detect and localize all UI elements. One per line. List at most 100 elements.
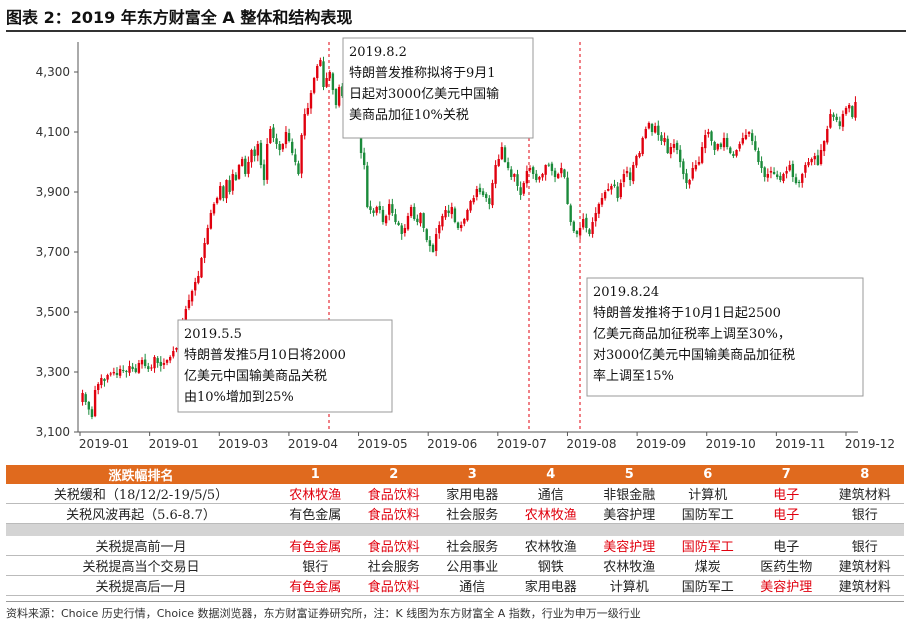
candle-body <box>582 219 585 228</box>
candle-body <box>732 153 735 156</box>
rank-cell: 国防军工 <box>668 503 747 524</box>
candle-body <box>240 159 244 166</box>
candle-body <box>653 126 657 133</box>
industry-rank-table: 涨跌幅排名 1 2 3 4 5 6 7 8 关税缓和（18/12/2-19/5/5） 农林牧渔 食品饮… <box>6 465 904 596</box>
rank-cell: 8 <box>825 465 904 484</box>
candle-body <box>791 163 795 177</box>
candle-body <box>641 138 644 155</box>
x-tick-label: 2019-09 <box>636 437 686 451</box>
rank-cell: 农林牧渔 <box>511 503 590 524</box>
candle-body <box>219 186 222 200</box>
candle-body <box>203 243 206 258</box>
candle-body <box>804 165 807 173</box>
candle-body <box>194 282 197 291</box>
candle-body <box>813 156 816 160</box>
x-tick-label: 2019-01 <box>149 437 199 451</box>
candle-body <box>319 60 322 66</box>
y-tick-label: 3,900 <box>36 185 70 199</box>
x-tick-label: 2019-04 <box>288 437 338 451</box>
annotation-line: 由10%增加到25% <box>184 390 294 405</box>
candle-body <box>165 360 169 363</box>
candle-body <box>362 152 366 165</box>
candle-body <box>103 378 106 381</box>
rank-cell: 4 <box>511 465 590 484</box>
rank-cell: 美容护理 <box>590 503 669 524</box>
chart-frame <box>77 42 858 433</box>
x-tick-label: 2019-03 <box>218 437 268 451</box>
rank-cell: 食品饮料 <box>354 575 433 596</box>
candle-body <box>200 258 203 278</box>
candle-body <box>553 170 557 177</box>
candle-body <box>481 191 485 195</box>
x-tick-label: 2019-01 <box>79 437 129 451</box>
candle-body <box>682 161 685 174</box>
candle-body <box>128 366 131 373</box>
candle-body <box>147 366 150 369</box>
table-row: 关税提高后一月 有色金属 食品饮料 通信 家用电器 计算机 国防军工 美容护理 建筑材料 <box>6 575 904 596</box>
candle-body <box>459 225 463 229</box>
candle-body <box>541 174 544 178</box>
table-row: 关税风波再起（5.6-8.7） 有色金属 食品饮料 社会服务 农林牧渔 美容护理 国防军工电… <box>6 503 904 524</box>
candle-body <box>434 234 438 251</box>
candle-body <box>159 361 162 366</box>
candle-body <box>801 174 804 183</box>
candle-body <box>497 159 500 166</box>
candle-body <box>838 121 841 126</box>
candle-body <box>413 206 416 219</box>
candle-body <box>184 309 188 321</box>
candle-body <box>538 177 541 180</box>
candle-body <box>719 143 723 147</box>
candle-body <box>215 198 219 204</box>
row-label: 关税提高前一月 <box>6 536 276 556</box>
candle-body <box>594 213 597 222</box>
candle-body <box>253 149 256 156</box>
y-tick-label: 4,300 <box>36 65 70 79</box>
candle-body <box>225 180 228 199</box>
annotation-line: 特朗普发推将于10月1日起2500 <box>593 305 781 321</box>
candle-body <box>262 164 266 180</box>
row-label: 关税提高当个交易日 <box>6 555 276 576</box>
candle-body <box>265 144 269 180</box>
rank-cell: 农林牧渔 <box>590 555 669 576</box>
candle-body <box>425 229 428 240</box>
candle-body <box>143 359 147 366</box>
candle-body <box>397 222 400 225</box>
candle-body <box>156 358 159 363</box>
rank-cell: 有色金属 <box>276 503 355 524</box>
candle-body <box>531 167 535 174</box>
candle-body <box>409 207 413 217</box>
candle-body <box>528 168 532 170</box>
candle-body <box>134 368 137 372</box>
candle-body <box>431 244 435 252</box>
candle-body <box>93 390 97 417</box>
candle-body <box>644 129 647 139</box>
rank-cell: 建筑材料 <box>825 575 904 596</box>
rank-cell: 银行 <box>825 536 904 556</box>
candle-body <box>738 144 741 149</box>
candle-body <box>607 189 610 191</box>
candle-body <box>666 138 669 153</box>
x-tick-label: 2019-10 <box>706 437 756 451</box>
rank-cell: 建筑材料 <box>825 484 904 504</box>
rank-cell: 农林牧渔 <box>276 484 355 504</box>
candle-body <box>309 93 313 109</box>
rank-cell: 通信 <box>433 575 512 596</box>
candle-body <box>369 206 372 210</box>
candle-body <box>694 165 698 170</box>
candle-body <box>469 201 472 211</box>
candle-body <box>657 125 660 135</box>
candle-body <box>112 372 116 374</box>
candle-body <box>710 131 713 141</box>
candle-body <box>428 240 432 246</box>
candle-body <box>600 198 604 205</box>
candle-body <box>244 158 247 174</box>
candle-body <box>822 141 826 152</box>
candle-body <box>187 300 191 309</box>
x-tick-label: 2019-07 <box>497 437 547 451</box>
rank-cell: 7 <box>747 465 826 484</box>
y-tick-label: 3,300 <box>36 365 70 379</box>
candle-body <box>284 132 288 145</box>
candle-body <box>291 141 294 153</box>
candle-body <box>735 150 738 156</box>
candle-body <box>854 102 857 118</box>
